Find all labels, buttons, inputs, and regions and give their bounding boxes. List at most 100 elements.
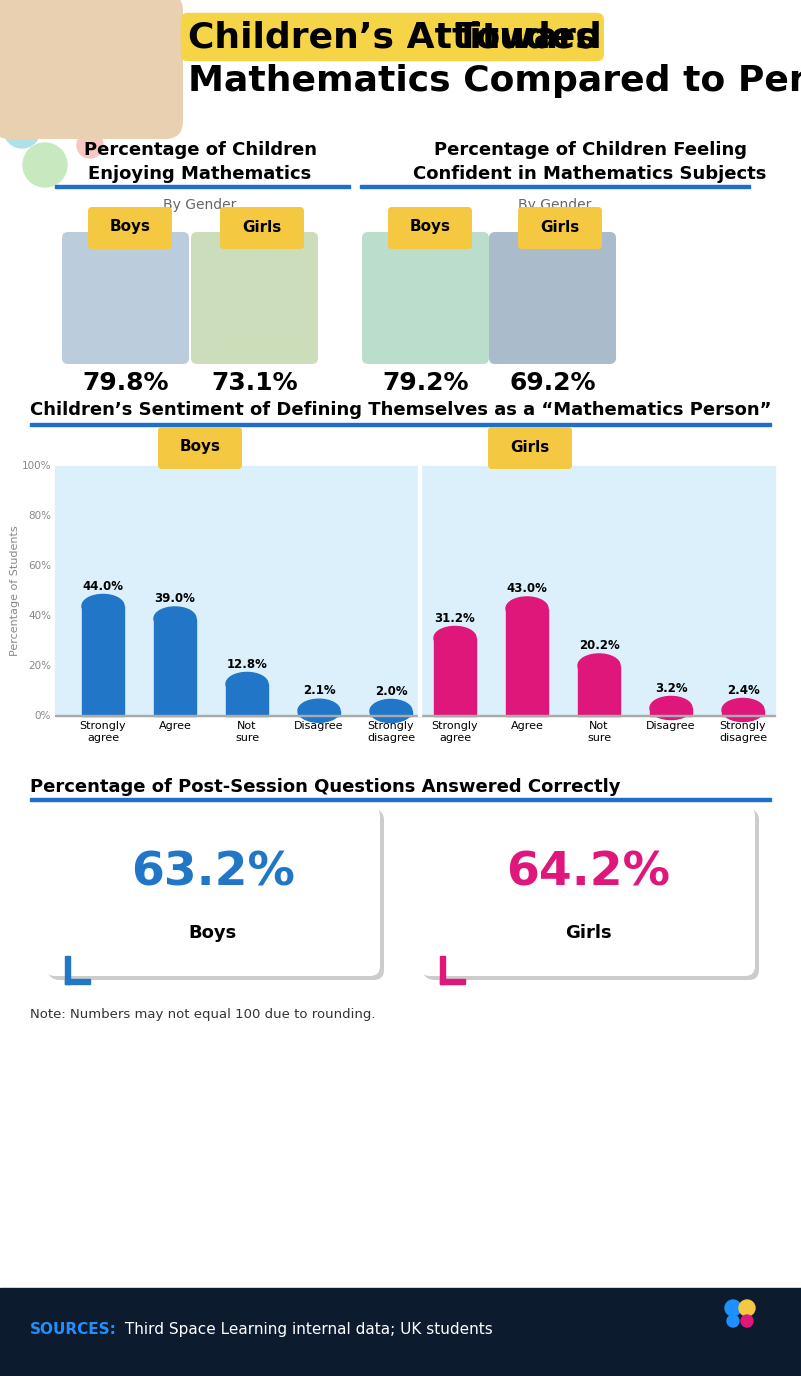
- Bar: [418, 466, 421, 716]
- Circle shape: [739, 1300, 755, 1315]
- Text: 12.8%: 12.8%: [227, 658, 268, 670]
- Ellipse shape: [154, 607, 196, 630]
- Text: Strongly
agree: Strongly agree: [79, 721, 127, 743]
- Text: Strongly
disagree: Strongly disagree: [367, 721, 415, 743]
- Ellipse shape: [578, 654, 620, 677]
- Text: Girls: Girls: [243, 220, 282, 234]
- Bar: [434, 638, 476, 716]
- Circle shape: [23, 143, 67, 187]
- Text: Boys: Boys: [189, 925, 237, 943]
- Text: 2.0%: 2.0%: [375, 684, 408, 698]
- Text: 73.1%: 73.1%: [211, 372, 298, 395]
- Text: 60%: 60%: [28, 561, 51, 571]
- Bar: [65, 956, 70, 984]
- Text: Girls: Girls: [565, 925, 611, 943]
- Text: Agree: Agree: [510, 721, 543, 731]
- Text: Children’s Sentiment of Defining Themselves as a “Mathematics Person”: Children’s Sentiment of Defining Themsel…: [30, 400, 771, 420]
- FancyBboxPatch shape: [158, 427, 242, 469]
- Circle shape: [22, 47, 78, 103]
- Text: Strongly
agree: Strongly agree: [432, 721, 478, 743]
- Text: Boys: Boys: [110, 220, 151, 234]
- FancyBboxPatch shape: [0, 0, 183, 139]
- Text: 2.4%: 2.4%: [727, 684, 759, 696]
- Text: 69.2%: 69.2%: [509, 372, 596, 395]
- FancyBboxPatch shape: [49, 810, 384, 980]
- Text: Girls: Girls: [541, 220, 580, 234]
- FancyBboxPatch shape: [88, 206, 172, 249]
- Circle shape: [741, 1315, 753, 1326]
- Ellipse shape: [370, 699, 412, 722]
- Text: Percentage of Post-Session Questions Answered Correctly: Percentage of Post-Session Questions Ans…: [30, 777, 621, 795]
- Text: Strongly
disagree: Strongly disagree: [719, 721, 767, 743]
- Ellipse shape: [722, 699, 764, 721]
- Bar: [440, 978, 465, 984]
- Text: Disagree: Disagree: [646, 721, 696, 731]
- Text: Not
sure: Not sure: [235, 721, 259, 743]
- Text: SOURCES:: SOURCES:: [30, 1322, 117, 1337]
- FancyBboxPatch shape: [388, 206, 472, 249]
- Text: 20.2%: 20.2%: [578, 638, 619, 652]
- Text: Percentage of Children Feeling
Confident in Mathematics Subjects: Percentage of Children Feeling Confident…: [413, 140, 767, 183]
- Bar: [506, 608, 548, 716]
- FancyBboxPatch shape: [422, 808, 757, 978]
- Bar: [440, 956, 445, 984]
- Bar: [30, 422, 771, 427]
- Text: Percentage of Students: Percentage of Students: [10, 526, 20, 656]
- Bar: [55, 466, 775, 716]
- Ellipse shape: [434, 626, 476, 649]
- Bar: [298, 711, 340, 716]
- Bar: [360, 184, 750, 189]
- FancyBboxPatch shape: [45, 806, 380, 976]
- FancyBboxPatch shape: [420, 806, 755, 976]
- Text: 44.0%: 44.0%: [83, 579, 123, 593]
- FancyBboxPatch shape: [48, 809, 383, 978]
- Text: By Gender: By Gender: [518, 198, 592, 212]
- Text: 3.2%: 3.2%: [654, 681, 687, 695]
- Text: Third Space Learning internal data; UK students: Third Space Learning internal data; UK s…: [120, 1322, 493, 1337]
- Ellipse shape: [226, 673, 268, 695]
- Text: 31.2%: 31.2%: [435, 611, 475, 625]
- Text: 80%: 80%: [28, 510, 51, 522]
- Bar: [578, 666, 620, 716]
- Bar: [226, 684, 268, 716]
- FancyBboxPatch shape: [489, 233, 616, 365]
- Bar: [0, 1288, 801, 1376]
- Text: 79.2%: 79.2%: [383, 372, 469, 395]
- Ellipse shape: [298, 699, 340, 722]
- Bar: [154, 618, 196, 716]
- FancyBboxPatch shape: [423, 809, 758, 978]
- Text: 39.0%: 39.0%: [155, 592, 195, 605]
- Ellipse shape: [506, 597, 548, 621]
- FancyBboxPatch shape: [47, 808, 382, 978]
- Text: Agree: Agree: [159, 721, 191, 731]
- Text: 79.8%: 79.8%: [83, 372, 169, 395]
- Bar: [650, 709, 692, 716]
- Bar: [55, 714, 775, 716]
- Text: Children’s Attitudes: Children’s Attitudes: [188, 21, 597, 54]
- Text: Note: Numbers may not equal 100 due to rounding.: Note: Numbers may not equal 100 due to r…: [30, 1009, 376, 1021]
- Text: 100%: 100%: [22, 461, 51, 471]
- Ellipse shape: [82, 594, 124, 618]
- Text: 20%: 20%: [28, 660, 51, 671]
- Text: Mathematics Compared to Performance: Mathematics Compared to Performance: [188, 65, 801, 98]
- FancyBboxPatch shape: [362, 233, 489, 365]
- Text: Percentage of Children
Enjoying Mathematics: Percentage of Children Enjoying Mathemat…: [83, 140, 316, 183]
- Text: 2.1%: 2.1%: [303, 684, 336, 698]
- Bar: [55, 184, 350, 189]
- Text: By Gender: By Gender: [163, 198, 236, 212]
- Bar: [722, 710, 764, 716]
- Text: 64.2%: 64.2%: [506, 850, 670, 896]
- Circle shape: [77, 132, 103, 158]
- Circle shape: [4, 111, 40, 149]
- Circle shape: [727, 1315, 739, 1326]
- Text: 0%: 0%: [34, 711, 51, 721]
- FancyBboxPatch shape: [191, 233, 318, 365]
- Text: 63.2%: 63.2%: [131, 850, 295, 896]
- Text: 40%: 40%: [28, 611, 51, 621]
- FancyBboxPatch shape: [62, 233, 189, 365]
- Bar: [30, 798, 771, 801]
- Bar: [65, 978, 90, 984]
- Bar: [370, 711, 412, 716]
- Text: Toward: Toward: [443, 21, 602, 54]
- Text: Disagree: Disagree: [294, 721, 344, 731]
